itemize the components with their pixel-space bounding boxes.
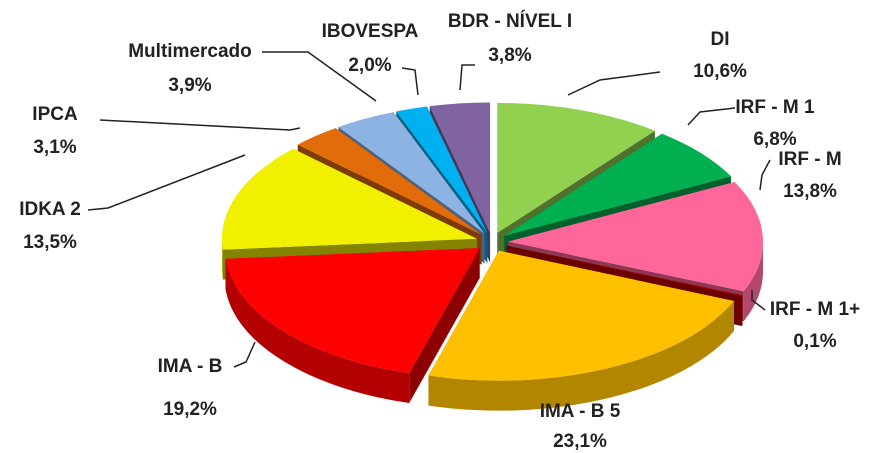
- leader-line: [687, 107, 736, 126]
- slice-label: IRF - M 1: [735, 97, 815, 118]
- slice-label: IBOVESPA: [322, 21, 419, 42]
- slice-wall: [743, 241, 763, 322]
- slice-top: [428, 250, 734, 381]
- slice-label: Multimercado: [128, 41, 252, 62]
- slice-label: IMA - B: [158, 356, 223, 377]
- slice-top: [429, 102, 491, 233]
- slice-side: [409, 248, 480, 404]
- value-label: 2,0%: [348, 55, 391, 76]
- slice-label: IRF - M 1+: [770, 299, 860, 320]
- value-label: 13,8%: [783, 181, 837, 202]
- slice-label: DI: [711, 29, 730, 50]
- leader-line: [759, 159, 771, 191]
- slice-top: [497, 102, 655, 233]
- value-label: 19,2%: [163, 399, 217, 420]
- leader-line: [401, 67, 419, 96]
- slice-top: [504, 133, 731, 236]
- slice-label: IPCA: [32, 104, 78, 125]
- slice-top: [225, 248, 480, 374]
- leader-line: [87, 154, 246, 211]
- value-label: 3,1%: [33, 137, 76, 158]
- leader-line: [99, 119, 301, 131]
- leader-line: [233, 341, 256, 368]
- slice-wall: [428, 301, 734, 411]
- value-label: 10,6%: [693, 61, 747, 82]
- value-label: 13,5%: [23, 232, 77, 253]
- value-label: 0,1%: [793, 331, 836, 352]
- slice-top: [338, 112, 485, 234]
- leader-line: [262, 51, 377, 102]
- slice-top: [297, 128, 482, 235]
- leader-line: [751, 290, 766, 311]
- slice-wall: [221, 238, 223, 280]
- value-label: 6,8%: [753, 129, 796, 150]
- value-label: 23,1%: [553, 431, 607, 452]
- slice-wall: [225, 258, 410, 404]
- slice-label: IDKA 2: [19, 199, 81, 220]
- leader-line: [459, 64, 475, 91]
- slice-label: BDR - NÍVEL I: [448, 10, 572, 32]
- slice-label: IRF - M: [778, 149, 841, 170]
- value-label: 3,9%: [168, 75, 211, 96]
- slice-label: IMA - B 5: [540, 401, 621, 422]
- slice-top: [507, 181, 763, 292]
- slice-wall: [741, 295, 743, 327]
- slice-top: [506, 245, 743, 297]
- slice-top: [396, 106, 488, 233]
- slice: [225, 248, 480, 404]
- slice-top: [221, 148, 477, 250]
- value-label: 3,8%: [488, 45, 531, 66]
- slice: [428, 250, 734, 411]
- leader-line: [567, 71, 661, 96]
